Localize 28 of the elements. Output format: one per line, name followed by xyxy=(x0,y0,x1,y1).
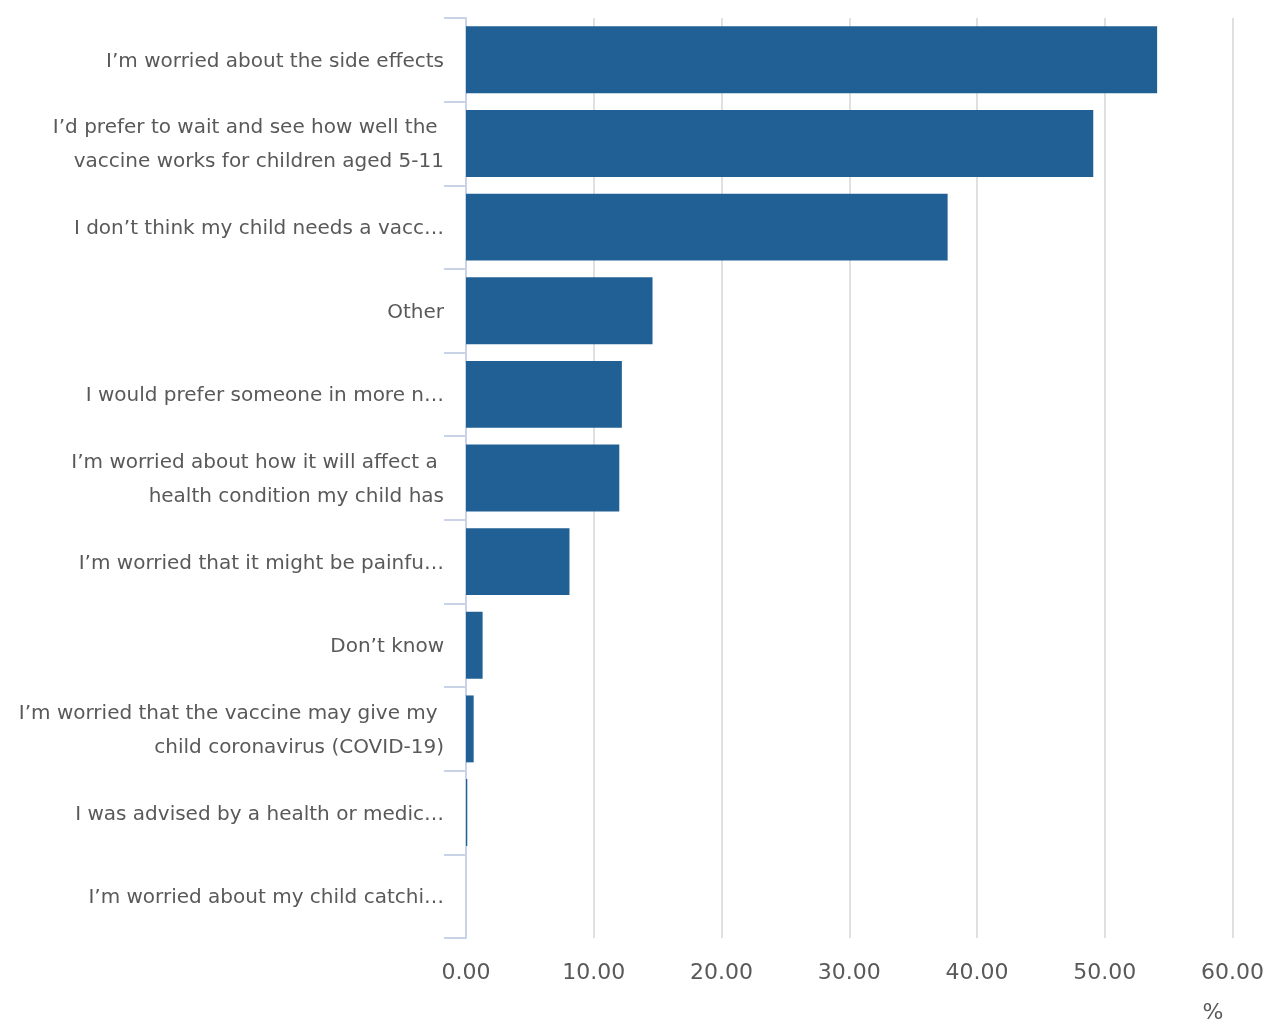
y-tick-label: Other xyxy=(387,298,445,323)
x-tick-label: 20.00 xyxy=(690,958,753,984)
y-tick-label: I’m worried about my child catchi… xyxy=(88,884,444,909)
bar xyxy=(466,26,1158,94)
bar xyxy=(466,110,1094,177)
bar xyxy=(466,277,653,345)
x-tick-label: 10.00 xyxy=(562,958,626,984)
bar xyxy=(466,444,620,512)
y-tick-label: I’m worried that the vaccine may give my child coronavirus (COVID-19) xyxy=(18,699,444,758)
bar xyxy=(466,695,474,763)
x-tick-label: 40.00 xyxy=(945,958,1009,984)
bar xyxy=(466,528,570,596)
y-tick-label: I’m worried about the side effects xyxy=(106,47,444,72)
x-tick-label: 50.00 xyxy=(1073,958,1137,984)
bar xyxy=(466,611,483,679)
bar xyxy=(466,360,622,428)
y-tick-label: Don’t know xyxy=(330,633,444,658)
x-axis-title: % xyxy=(1202,998,1224,1024)
y-tick-label: I’m worried that it might be painfu… xyxy=(78,549,444,574)
x-tick-label: 0.00 xyxy=(441,958,491,984)
y-tick-label: I would prefer someone in more n… xyxy=(85,382,444,407)
y-tick-label: I don’t think my child needs a vacc… xyxy=(73,215,444,240)
bar xyxy=(466,193,948,261)
x-tick-label: 60.00 xyxy=(1201,958,1264,984)
x-tick-label: 30.00 xyxy=(817,958,881,984)
y-tick-label: I’m worried about how it will affect a health condition my child has xyxy=(71,449,444,507)
y-tick-label: I’d prefer to wait and see how well the vaccine works for children aged 5-11 xyxy=(52,114,444,173)
y-tick-label: I was advised by a health or medic… xyxy=(75,800,444,825)
